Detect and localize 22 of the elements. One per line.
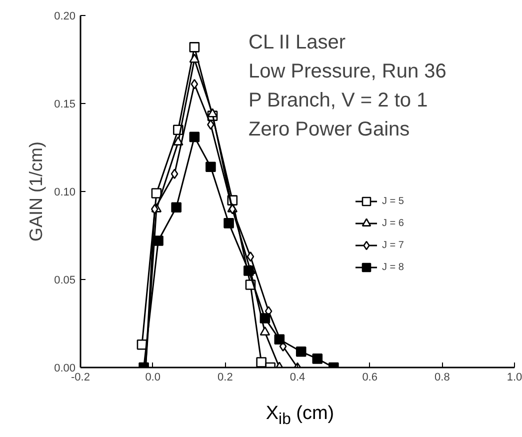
x-tick-label: 0.0 <box>145 372 160 384</box>
x-tick-label: 0.6 <box>362 372 378 384</box>
x-tick-label: 1.0 <box>506 372 522 384</box>
x-tick-label: 0.8 <box>434 372 450 384</box>
x-tick-label: -0.2 <box>71 372 90 384</box>
legend-label: J = 7 <box>382 240 404 250</box>
y-axis-title: GAIN (1/cm) <box>26 141 46 242</box>
y-tick-label: 0.15 <box>54 98 76 110</box>
legend-label: J = 8 <box>382 262 404 272</box>
x-axis-title: X$_{ib}$ (cm) <box>266 402 334 430</box>
annotation: Zero Power Gains <box>248 118 410 140</box>
legend-label: J = 5 <box>382 196 404 206</box>
annotation: P Branch, V = 2 to 1 <box>248 90 428 112</box>
x-tick-label: 0.2 <box>218 372 233 384</box>
y-tick-label: 0.10 <box>54 186 76 198</box>
legend-label: J = 6 <box>382 218 404 228</box>
annotation: CL II Laser <box>248 32 346 54</box>
y-tick-label: 0.00 <box>54 362 76 374</box>
y-tick-label: 0.20 <box>54 10 76 22</box>
x-tick-label: 0.4 <box>290 372 306 384</box>
annotation: Low Pressure, Run 36 <box>248 60 446 82</box>
y-tick-label: 0.05 <box>54 274 76 286</box>
